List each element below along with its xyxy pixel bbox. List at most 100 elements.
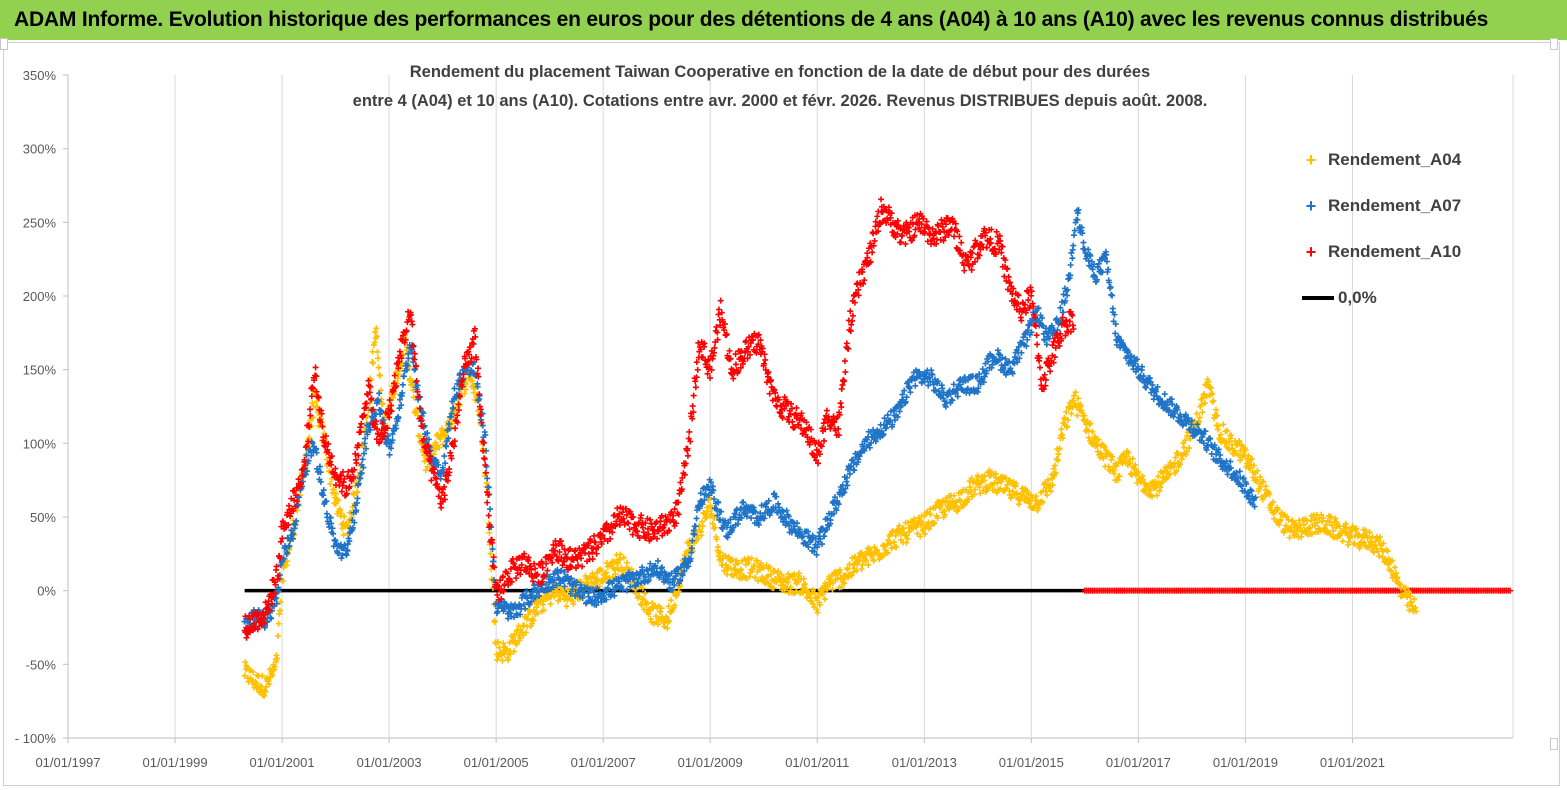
data-point — [1257, 483, 1264, 490]
data-point — [747, 569, 754, 576]
data-point — [609, 529, 616, 536]
data-point — [726, 347, 733, 354]
data-point — [814, 609, 821, 616]
data-point — [1064, 423, 1071, 430]
data-point — [976, 484, 983, 491]
data-point — [353, 460, 360, 467]
data-point — [851, 299, 858, 306]
data-point — [328, 520, 335, 527]
data-point — [431, 466, 438, 473]
data-point — [354, 488, 361, 495]
data-point — [599, 532, 606, 539]
data-point — [679, 572, 686, 579]
data-point — [835, 432, 842, 439]
data-point — [466, 351, 473, 358]
data-point — [1071, 392, 1078, 399]
data-point — [350, 473, 357, 480]
data-point — [370, 360, 377, 367]
data-point — [710, 487, 717, 494]
data-point — [1292, 520, 1299, 527]
data-point — [532, 594, 539, 601]
data-point — [1175, 450, 1182, 457]
data-point — [363, 400, 370, 407]
data-point — [526, 570, 533, 577]
data-point — [461, 390, 468, 397]
data-point — [1060, 309, 1067, 316]
data-point — [455, 407, 462, 414]
data-point — [254, 626, 261, 633]
data-point — [343, 552, 350, 559]
data-point — [655, 527, 662, 534]
y-tick-label: 0% — [37, 584, 56, 599]
data-point — [1041, 337, 1048, 344]
data-point — [721, 327, 728, 334]
data-point — [398, 402, 405, 409]
data-point — [712, 524, 719, 531]
data-point — [395, 415, 402, 422]
data-point — [813, 551, 820, 558]
data-point — [695, 535, 702, 542]
data-point — [1182, 437, 1189, 444]
data-point — [748, 555, 755, 562]
data-point — [399, 381, 406, 388]
data-point — [677, 576, 684, 583]
data-point — [706, 363, 713, 370]
data-point — [1023, 343, 1030, 350]
data-point — [313, 449, 320, 456]
data-point — [332, 465, 339, 472]
data-point — [723, 331, 730, 338]
data-point — [513, 641, 520, 648]
data-point — [1200, 431, 1207, 438]
data-point — [902, 398, 909, 405]
data-point — [1044, 476, 1051, 483]
data-point — [719, 526, 726, 533]
data-point — [1148, 493, 1155, 500]
data-point — [459, 383, 466, 390]
data-point — [822, 426, 829, 433]
data-point — [880, 203, 887, 210]
data-point — [717, 297, 724, 304]
data-point — [490, 554, 497, 561]
data-point — [355, 452, 362, 459]
data-point — [361, 450, 368, 457]
data-point — [572, 547, 579, 554]
data-point — [824, 515, 831, 522]
data-point — [978, 375, 985, 382]
data-point — [375, 398, 382, 405]
data-point — [765, 369, 772, 376]
data-point — [816, 601, 823, 608]
data-point — [976, 252, 983, 259]
data-point — [917, 533, 924, 540]
data-point — [823, 526, 830, 533]
data-point — [768, 377, 775, 384]
data-point — [1135, 468, 1142, 475]
data-point — [317, 469, 324, 476]
data-point — [970, 244, 977, 251]
data-point — [932, 503, 939, 510]
data-point — [614, 505, 621, 512]
data-point — [396, 358, 403, 365]
data-point — [1102, 255, 1109, 262]
data-point — [277, 598, 284, 605]
data-point — [547, 601, 554, 608]
data-point — [935, 378, 942, 385]
data-point — [561, 568, 568, 575]
data-point — [593, 550, 600, 557]
data-point — [268, 600, 275, 607]
data-point — [927, 506, 934, 513]
data-point — [1199, 395, 1206, 402]
data-point — [351, 466, 358, 473]
data-point — [650, 534, 657, 541]
data-point — [985, 484, 992, 491]
data-point — [718, 508, 725, 515]
data-point — [1059, 435, 1066, 442]
data-point — [1277, 516, 1284, 523]
data-point — [360, 413, 367, 420]
data-point — [897, 239, 904, 246]
series-layer — [241, 196, 1514, 699]
data-point — [288, 527, 295, 534]
data-point — [1043, 492, 1050, 499]
data-point — [692, 384, 699, 391]
data-point — [541, 573, 548, 580]
data-point — [976, 371, 983, 378]
